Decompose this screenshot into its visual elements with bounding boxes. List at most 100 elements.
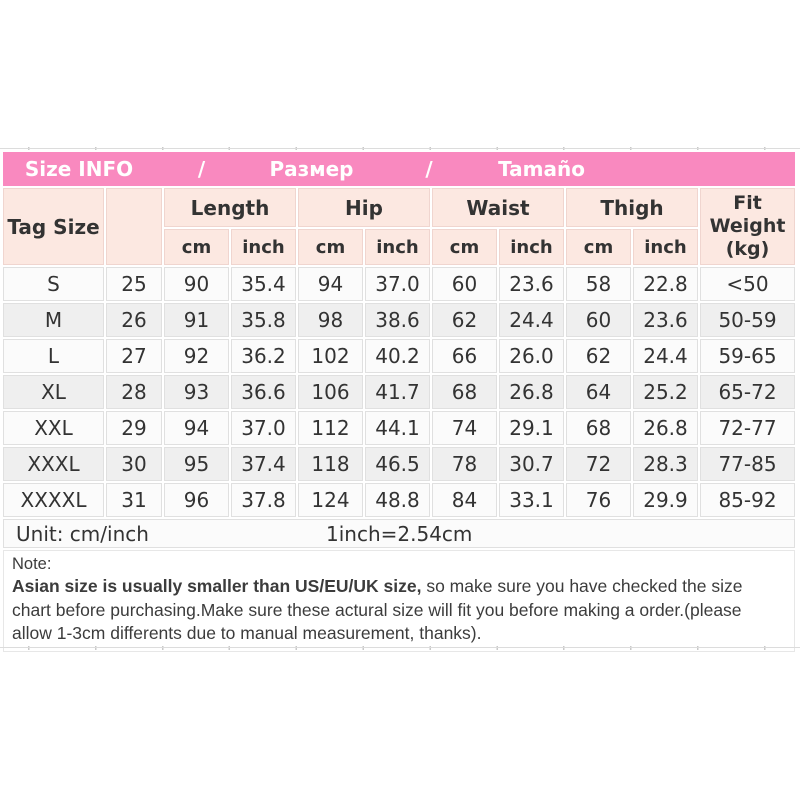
size-cell: XXXL <box>3 447 104 481</box>
fit-weight-cell: 50-59 <box>700 303 796 337</box>
hip-inch-cell: 38.6 <box>365 303 430 337</box>
inch-conversion: 1inch=2.54cm <box>326 521 473 546</box>
tag-number-cell: 29 <box>106 411 162 445</box>
waist-cm-cell: 60 <box>432 267 497 301</box>
waist-cm-cell: 66 <box>432 339 497 373</box>
waist-cm-cell: 62 <box>432 303 497 337</box>
table-row-xl: XL 28 93 36.6 106 41.7 68 26.8 64 25.2 6… <box>3 375 796 409</box>
waist-header: Waist <box>432 188 564 227</box>
thigh-inch-header: inch <box>633 229 698 265</box>
fit-weight-cell: 85-92 <box>700 483 796 517</box>
length-cm-cell: 93 <box>164 375 229 409</box>
hip-cm-cell: 106 <box>298 375 363 409</box>
waist-cm-cell: 78 <box>432 447 497 481</box>
thigh-cm-cell: 64 <box>566 375 631 409</box>
length-cm-cell: 96 <box>164 483 229 517</box>
header-unit-row: cm inch cm inch cm inch cm inch <box>3 229 795 265</box>
waist-inch-cell: 26.0 <box>499 339 564 373</box>
title-separator-2: / <box>425 157 433 181</box>
length-cm-cell: 95 <box>164 447 229 481</box>
table-row-s: S 25 90 35.4 94 37.0 60 23.6 58 22.8 <50 <box>3 267 796 301</box>
hip-cm-cell: 94 <box>298 267 363 301</box>
thigh-cm-cell: 62 <box>566 339 631 373</box>
table-row-m: M 26 91 35.8 98 38.6 62 24.4 60 23.6 50-… <box>3 303 796 337</box>
waist-inch-cell: 29.1 <box>499 411 564 445</box>
waist-cm-cell: 68 <box>432 375 497 409</box>
size-chart-table-wrap: Size INFO / Размер / Tamaño Tag Size Len… <box>1 150 798 654</box>
tag-number-cell: 26 <box>106 303 162 337</box>
length-inch-cell: 36.2 <box>231 339 296 373</box>
table-row-xxl: XXL 29 94 37.0 112 44.1 74 29.1 68 26.8 … <box>3 411 796 445</box>
unit-cell: Unit: cm/inch 1inch=2.54cm <box>3 519 796 548</box>
thigh-inch-cell: 25.2 <box>633 375 698 409</box>
thigh-inch-cell: 26.8 <box>633 411 698 445</box>
fit-weight-header: Fit Weight (kg) <box>700 188 796 265</box>
title-tamano: Tamaño <box>498 157 585 181</box>
size-cell: M <box>3 303 104 337</box>
tag-number-header <box>106 188 162 265</box>
bottom-grid-line <box>0 646 800 650</box>
waist-inch-cell: 24.4 <box>499 303 564 337</box>
thigh-inch-cell: 28.3 <box>633 447 698 481</box>
size-cell: L <box>3 339 104 373</box>
hip-inch-cell: 44.1 <box>365 411 430 445</box>
length-cm-cell: 92 <box>164 339 229 373</box>
fit-weight-cell: 65-72 <box>700 375 796 409</box>
tag-number-cell: 31 <box>106 483 162 517</box>
length-inch-cell: 37.8 <box>231 483 296 517</box>
fit-weight-cell: <50 <box>700 267 796 301</box>
size-chart-table: Size INFO / Размер / Tamaño Tag Size Len… <box>1 150 798 654</box>
length-cm-header: cm <box>164 229 229 265</box>
length-header: Length <box>164 188 296 227</box>
hip-inch-cell: 48.8 <box>365 483 430 517</box>
note-text-rest: so make sure you have checked the size c… <box>12 576 743 643</box>
tag-number-cell: 28 <box>106 375 162 409</box>
waist-inch-header: inch <box>499 229 564 265</box>
thigh-inch-cell: 29.9 <box>633 483 698 517</box>
tag-size-header: Tag Size <box>3 188 104 265</box>
title-razmer: Размер <box>269 157 354 181</box>
tag-number-cell: 30 <box>106 447 162 481</box>
thigh-cm-cell: 72 <box>566 447 631 481</box>
fit-weight-cell: 77-85 <box>700 447 796 481</box>
title-bar: Size INFO / Размер / Tamaño <box>3 152 796 186</box>
length-cm-cell: 94 <box>164 411 229 445</box>
hip-inch-header: inch <box>365 229 430 265</box>
length-cm-cell: 90 <box>164 267 229 301</box>
hip-cm-cell: 124 <box>298 483 363 517</box>
size-cell: S <box>3 267 104 301</box>
thigh-cm-cell: 58 <box>566 267 631 301</box>
thigh-inch-cell: 24.4 <box>633 339 698 373</box>
length-cm-cell: 91 <box>164 303 229 337</box>
waist-inch-cell: 33.1 <box>499 483 564 517</box>
table-row-l: L 27 92 36.2 102 40.2 66 26.0 62 24.4 59… <box>3 339 796 373</box>
waist-cm-cell: 74 <box>432 411 497 445</box>
note-section: Note: Asian size is usually smaller than… <box>3 550 796 652</box>
hip-cm-cell: 112 <box>298 411 363 445</box>
waist-inch-cell: 30.7 <box>499 447 564 481</box>
fit-weight-cell: 59-65 <box>700 339 796 373</box>
length-inch-cell: 35.8 <box>231 303 296 337</box>
title-size-info: Size INFO <box>24 157 134 181</box>
title-separator-1: / <box>197 157 206 181</box>
waist-cm-header: cm <box>432 229 497 265</box>
thigh-cm-header: cm <box>566 229 631 265</box>
hip-cm-cell: 102 <box>298 339 363 373</box>
hip-cm-cell: 118 <box>298 447 363 481</box>
thigh-cm-cell: 60 <box>566 303 631 337</box>
note-text: Asian size is usually smaller than US/EU… <box>12 575 786 644</box>
thigh-inch-cell: 23.6 <box>633 303 698 337</box>
top-grid-line <box>0 147 800 151</box>
hip-inch-cell: 41.7 <box>365 375 430 409</box>
size-cell: XL <box>3 375 104 409</box>
tag-number-cell: 25 <box>106 267 162 301</box>
note-label: Note: <box>12 555 52 573</box>
fit-weight-cell: 72-77 <box>700 411 796 445</box>
thigh-cm-cell: 76 <box>566 483 631 517</box>
hip-header: Hip <box>298 188 430 227</box>
table-row-xxxxl: XXXXL 31 96 37.8 124 48.8 84 33.1 76 29.… <box>3 483 796 517</box>
unit-label: Unit: cm/inch <box>16 521 149 546</box>
hip-cm-header: cm <box>298 229 363 265</box>
hip-cm-cell: 98 <box>298 303 363 337</box>
hip-inch-cell: 37.0 <box>365 267 430 301</box>
